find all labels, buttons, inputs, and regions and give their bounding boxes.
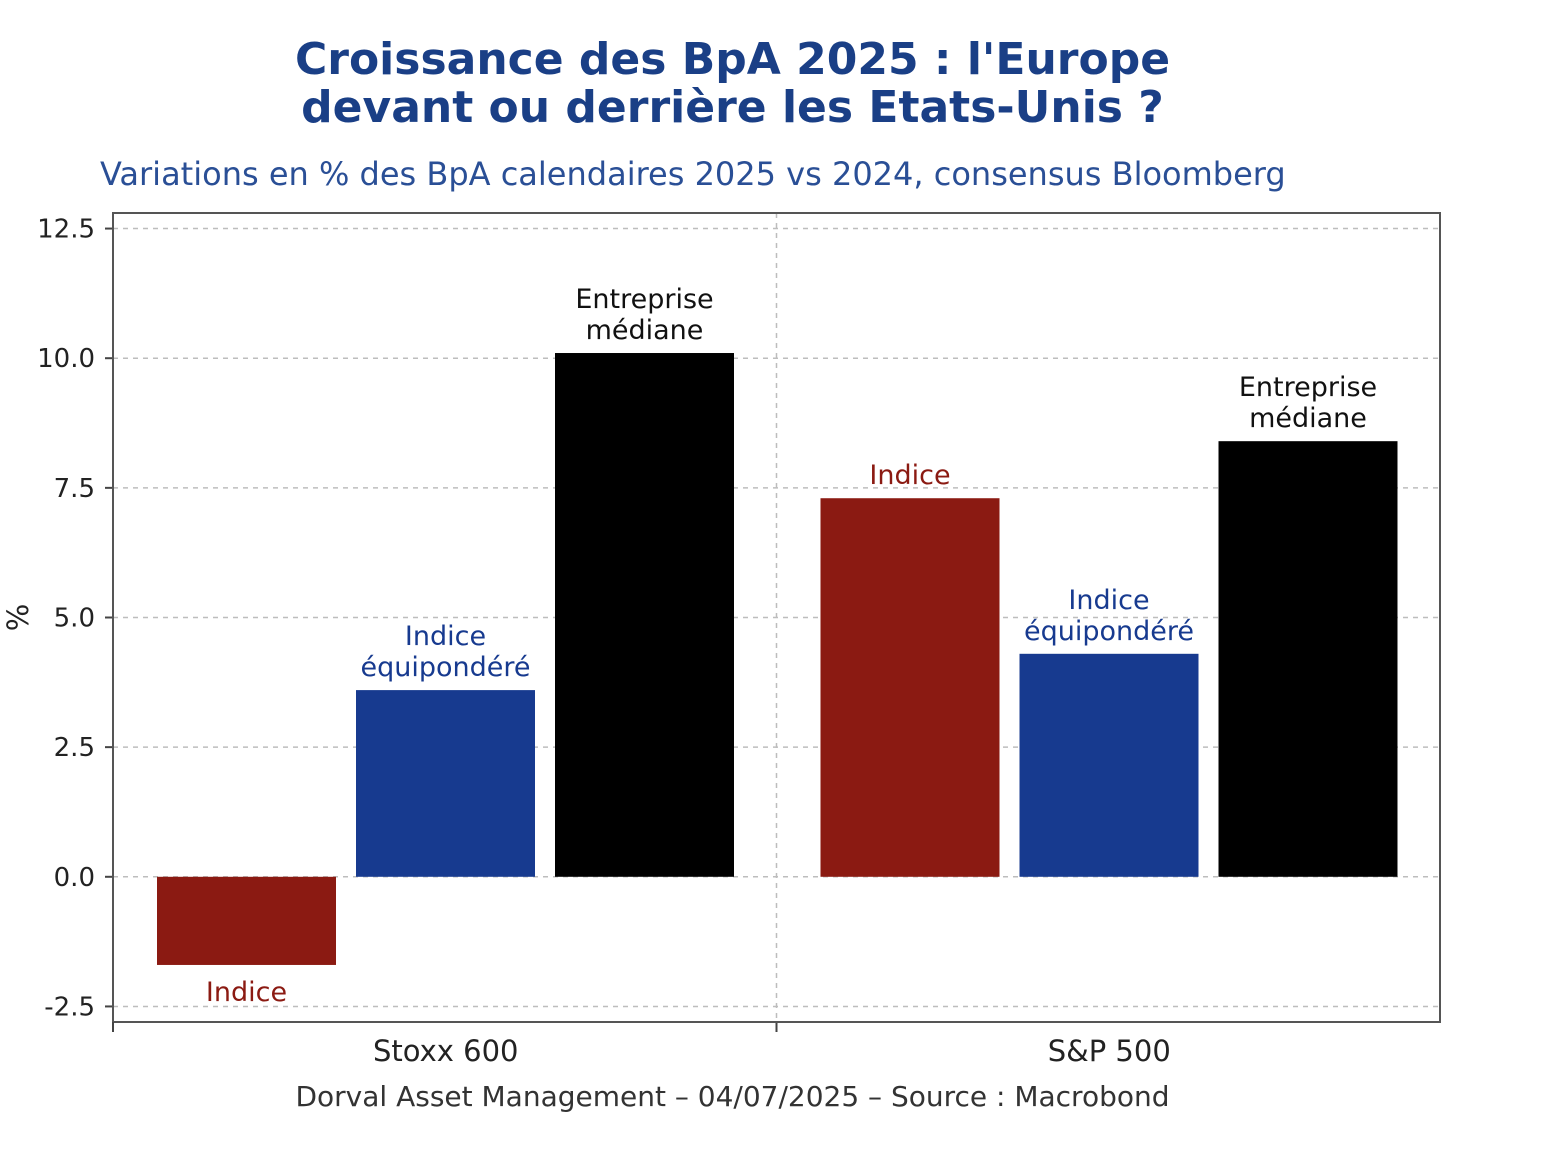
chart-title-line-1: Croissance des BpA 2025 : l'Europe	[294, 34, 1171, 85]
bar-label-line: Entreprise	[1239, 372, 1377, 403]
bar-indice-equipondere	[356, 690, 535, 877]
bar-entreprise-mediane	[555, 353, 734, 877]
plot-frame	[112, 212, 1441, 1023]
bar-label-line: équipondéré	[1024, 616, 1194, 647]
bar-label: Indice équipondéré	[1024, 585, 1194, 647]
bar-indice	[157, 876, 336, 965]
chart-subtitle: Variations en % des BpA calendaires 2025…	[100, 155, 1286, 193]
source-footer: Dorval Asset Management – 04/07/2025 – S…	[295, 1080, 1170, 1113]
x-category-label: S&P 500	[1048, 1034, 1171, 1068]
bar-indice-equipondere	[1019, 653, 1199, 877]
bar-indice	[820, 498, 1000, 877]
y-tick-label: 2.5	[54, 733, 95, 763]
bar-label: Indice	[206, 977, 287, 1008]
y-tick-label: -2.5	[44, 992, 95, 1022]
axes: 12.5 10.0 7.5 5.0 2.5 0.0 -2.5 Stoxx 600 S&P 500…	[1, 212, 1441, 1068]
bar-label-line: médiane	[1249, 403, 1367, 434]
bars	[157, 353, 1398, 965]
bar-label: Indice équipondéré	[360, 621, 530, 683]
bar-label-line: Indice	[405, 621, 486, 652]
bar-label: Entreprise médiane	[575, 284, 713, 346]
y-tick-label: 7.5	[54, 474, 95, 504]
y-axis-label: %	[1, 604, 35, 632]
chart-title-line-2: devant ou derrière les Etats-Unis ?	[301, 82, 1164, 133]
y-tick-label: 12.5	[37, 215, 95, 245]
bar-label: Entreprise médiane	[1239, 372, 1377, 434]
x-category-label: Stoxx 600	[373, 1034, 519, 1068]
bar-label-line: Indice	[206, 977, 287, 1008]
bar-label-line: Entreprise	[575, 284, 713, 315]
y-tick-label: 10.0	[37, 344, 95, 374]
bar-label-line: Indice	[1068, 585, 1149, 616]
chart-title: Croissance des BpA 2025 : l'Europe devan…	[0, 36, 1465, 132]
bar-entreprise-mediane	[1218, 441, 1398, 877]
bar-label-line: médiane	[586, 315, 704, 346]
y-tick-label: 5.0	[54, 604, 95, 634]
bar-label-line: Indice	[869, 460, 950, 491]
y-tick-label: 0.0	[54, 863, 95, 893]
bar-label-line: équipondéré	[360, 652, 530, 683]
bar-label: Indice	[869, 460, 950, 491]
